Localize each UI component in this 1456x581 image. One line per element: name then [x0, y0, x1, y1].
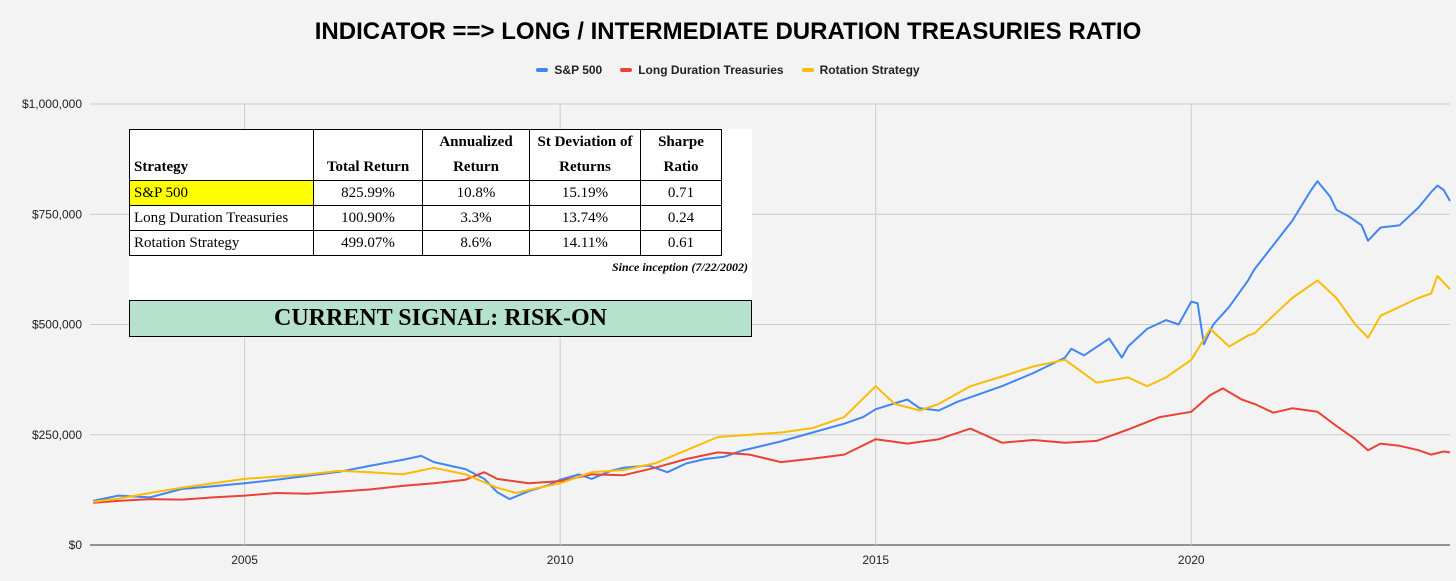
cell-st-deviation: 13.74%	[529, 205, 641, 231]
cell-total-return: 499.07%	[313, 230, 423, 256]
rotation-strategy-line	[93, 275, 1451, 503]
x-axis: 2005 2010 2015 2020	[231, 553, 1205, 567]
cell-strategy: S&P 500	[129, 180, 314, 206]
cell-sharpe-ratio: 0.24	[640, 205, 722, 231]
legend-item-sp500[interactable]: S&P 500	[536, 63, 602, 77]
legend-label-sp500: S&P 500	[554, 63, 603, 77]
legend-swatch-long-duration	[620, 68, 633, 72]
performance-table: Strategy Total Return Annualized Return …	[129, 129, 722, 256]
y-tick-label: $750,000	[32, 207, 82, 221]
legend: S&P 500 Long Duration Treasuries Rotatio…	[0, 63, 1456, 77]
legend-swatch-rotation	[801, 68, 814, 72]
header-strategy: Strategy	[129, 129, 314, 181]
table-row: Rotation Strategy 499.07% 8.6% 14.11% 0.…	[129, 230, 722, 256]
x-tick-label: 2010	[547, 553, 574, 567]
x-tick-label: 2015	[862, 553, 889, 567]
y-tick-label: $250,000	[32, 428, 82, 442]
inception-note: Since inception (7/22/2002)	[612, 260, 748, 274]
current-signal-banner: CURRENT SIGNAL: RISK-ON	[129, 300, 752, 337]
y-tick-label: $500,000	[32, 318, 82, 332]
cell-sharpe-ratio: 0.71	[640, 180, 722, 206]
cell-annualized-return: 8.6%	[422, 230, 530, 256]
cell-sharpe-ratio: 0.61	[640, 230, 722, 256]
cell-st-deviation: 14.11%	[529, 230, 641, 256]
chart-title: INDICATOR ==> LONG / INTERMEDIATE DURATI…	[314, 18, 1142, 45]
long-duration-treasuries-line	[93, 387, 1451, 504]
table-header-row: Strategy Total Return Annualized Return …	[129, 129, 722, 181]
cell-st-deviation: 15.19%	[529, 180, 641, 206]
series-lines	[92, 180, 1451, 504]
legend-item-long-duration[interactable]: Long Duration Treasuries	[620, 63, 784, 77]
cell-strategy: Rotation Strategy	[129, 230, 314, 256]
header-st-deviation: St Deviation of Returns	[529, 129, 641, 181]
x-tick-label: 2005	[231, 553, 258, 567]
legend-swatch-sp500	[536, 68, 549, 72]
y-tick-label: $0	[69, 538, 83, 552]
header-sharpe-ratio: Sharpe Ratio	[640, 129, 722, 181]
legend-item-rotation[interactable]: Rotation Strategy	[801, 63, 920, 77]
cell-annualized-return: 10.8%	[422, 180, 530, 206]
cell-total-return: 100.90%	[313, 205, 423, 231]
cell-annualized-return: 3.3%	[422, 205, 530, 231]
cell-total-return: 825.99%	[313, 180, 423, 206]
header-annualized-return: Annualized Return	[422, 129, 530, 181]
header-total-return: Total Return	[313, 129, 423, 181]
legend-label-rotation: Rotation Strategy	[819, 63, 920, 77]
table-row: S&P 500 825.99% 10.8% 15.19% 0.71	[129, 180, 722, 206]
performance-panel: Strategy Total Return Annualized Return …	[129, 129, 752, 337]
table-row: Long Duration Treasuries 100.90% 3.3% 13…	[129, 205, 722, 231]
legend-label-long-duration: Long Duration Treasuries	[638, 63, 784, 77]
y-axis: $0 $250,000 $500,000 $750,000 $1,000,000	[22, 97, 82, 552]
y-tick-label: $1,000,000	[22, 97, 82, 111]
x-tick-label: 2020	[1178, 553, 1205, 567]
cell-strategy: Long Duration Treasuries	[129, 205, 314, 231]
sp500-line	[92, 180, 1451, 502]
